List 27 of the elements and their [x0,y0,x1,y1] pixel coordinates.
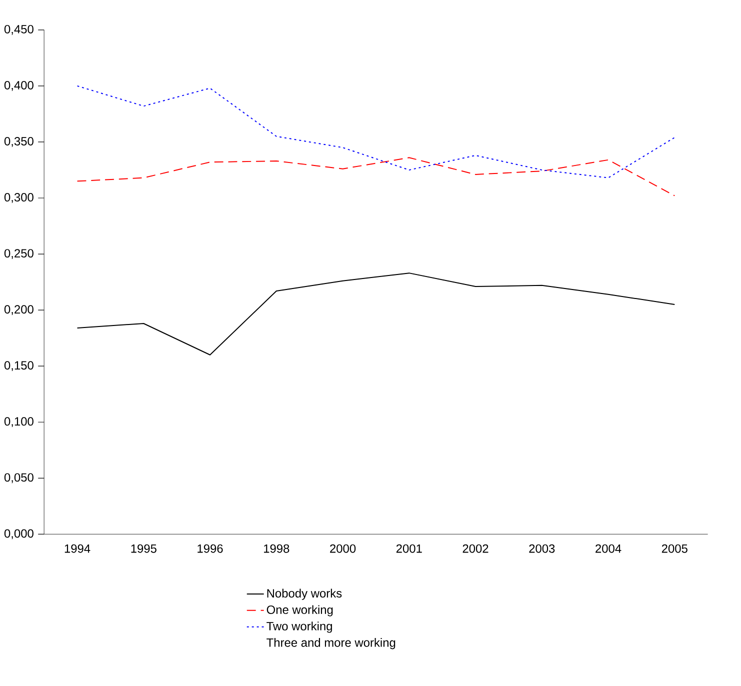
x-tick-label: 1994 [64,544,90,553]
line-series [76,272,676,356]
text: Three and more working [266,638,396,650]
line-series [76,86,676,178]
y-tick-label: 0,400 [4,81,34,92]
x-tick-label: 2000 [330,544,356,553]
x-tick-label: 1998 [264,544,290,553]
y-tick-label: 0,050 [4,473,34,484]
y-tick-label: 0,350 [4,137,34,148]
x-tick-label: 2005 [662,544,688,553]
x-tick-label: 2004 [596,544,622,553]
legend-label: Nobody works [267,588,342,600]
x-tick-label: 2003 [529,544,555,553]
legend-label: One working [266,605,333,617]
x-tick-label: 1995 [131,544,156,553]
line-series [76,157,676,196]
x-tick-label: 2001 [396,544,422,553]
y-tick-label: 0,200 [4,305,34,316]
y-tick-label: 0,250 [4,249,34,260]
y-tick-label: 0,000 [4,529,34,540]
x-tick-label: 2002 [462,544,488,553]
y-tick-label: 0,100 [4,417,34,428]
x-tick-label: 1996 [198,544,223,553]
y-tick-label: 0,450 [4,25,34,36]
y-tick-label: 0,300 [4,193,34,204]
legend-label: Two working [266,622,332,633]
y-tick-label: 0,150 [4,361,34,372]
